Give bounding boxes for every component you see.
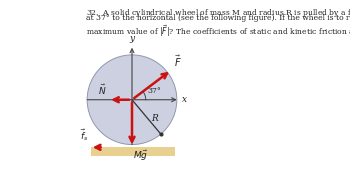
Text: R: R: [151, 114, 158, 123]
Text: 37°: 37°: [148, 87, 161, 95]
Text: $\vec{f}_s$: $\vec{f}_s$: [80, 127, 89, 143]
Text: $M\vec{g}$: $M\vec{g}$: [133, 149, 149, 163]
Bar: [91, 147, 175, 156]
Text: 32.  A solid cylindrical wheel of mass M and radius R is pulled by a force $\vec: 32. A solid cylindrical wheel of mass M …: [86, 5, 350, 20]
Text: at 37° to the horizontal (see the following figure). If the wheel is to roll wit: at 37° to the horizontal (see the follow…: [86, 14, 350, 22]
Circle shape: [87, 55, 177, 145]
Text: y: y: [130, 34, 134, 43]
Text: maximum value of $|\vec{F}|$? The coefficients of static and kinetic friction ar: maximum value of $|\vec{F}|$? The coeffi…: [86, 23, 350, 39]
Text: $\vec{N}$: $\vec{N}$: [98, 83, 106, 97]
Text: x: x: [182, 95, 187, 104]
Text: $\vec{F}$: $\vec{F}$: [174, 53, 181, 69]
